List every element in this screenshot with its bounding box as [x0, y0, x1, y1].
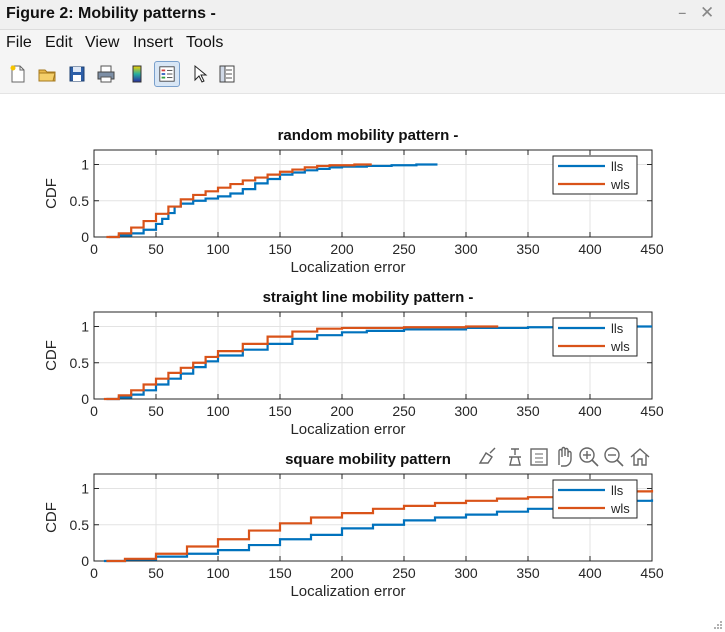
menu-file[interactable]: File — [6, 34, 32, 51]
x-tick-label: 250 — [392, 403, 416, 419]
y-tick-label: 0.5 — [70, 355, 90, 371]
x-tick-label: 450 — [640, 403, 664, 419]
zoom-out-icon[interactable] — [602, 445, 626, 469]
figure-toolbar — [0, 55, 725, 94]
minimize-button[interactable]: – — [678, 3, 687, 23]
menu-bar: File Edit View Insert Tools — [0, 30, 725, 55]
series-line-wls — [103, 325, 499, 401]
x-tick-label: 100 — [206, 241, 230, 257]
x-tick-label: 300 — [454, 565, 478, 581]
x-tick-label: 400 — [578, 403, 602, 419]
x-axis-label: Localization error — [290, 583, 405, 600]
x-tick-label: 350 — [516, 403, 540, 419]
legend-box — [552, 155, 638, 195]
x-tick-label: 200 — [330, 241, 354, 257]
series-line-wls — [106, 163, 372, 239]
x-tick-label: 400 — [578, 241, 602, 257]
legend-box — [552, 479, 638, 519]
x-axis-label: Localization error — [290, 259, 405, 276]
y-tick-label: 1 — [81, 319, 89, 335]
y-tick-label: 0.5 — [70, 517, 90, 533]
x-tick-label: 150 — [268, 403, 292, 419]
resize-grip-icon[interactable] — [713, 620, 723, 630]
x-tick-label: 50 — [148, 241, 164, 257]
axes-toolbar — [476, 445, 654, 471]
axes-box — [93, 311, 653, 400]
menu-edit[interactable]: Edit — [45, 34, 73, 51]
close-button[interactable]: ✕ — [700, 3, 715, 23]
x-tick-label: 250 — [392, 565, 416, 581]
x-tick-label: 100 — [206, 403, 230, 419]
y-tick-label: 0 — [81, 229, 89, 245]
open-file-icon[interactable] — [34, 61, 60, 87]
y-tick-label: 0 — [81, 553, 89, 569]
x-tick-label: 250 — [392, 241, 416, 257]
plot-3: 0 50 100 150 200 250 300 350 400 450 0 0.5 1 square m… — [43, 451, 664, 600]
x-tick-label: 50 — [148, 403, 164, 419]
x-tick-label: 450 — [640, 241, 664, 257]
menu-insert[interactable]: Insert — [133, 34, 174, 51]
save-icon[interactable] — [64, 61, 90, 87]
property-inspector-icon[interactable] — [214, 61, 240, 87]
x-tick-label: 0 — [90, 403, 98, 419]
plot-title: random mobility pattern - — [278, 127, 459, 144]
pointer-icon[interactable] — [186, 61, 212, 87]
x-tick-label: 200 — [330, 403, 354, 419]
x-tick-label: 0 — [90, 241, 98, 257]
x-tick-label: 150 — [268, 241, 292, 257]
plot-title: straight line mobility pattern - — [263, 289, 474, 306]
legend-icon[interactable] — [154, 61, 180, 87]
x-tick-label: 450 — [640, 565, 664, 581]
x-tick-label: 50 — [148, 565, 164, 581]
plot-2: 0 50 100 150 200 250 300 350 400 450 0 0.5 1 straight… — [43, 289, 664, 438]
x-axis-label: Localization error — [290, 421, 405, 438]
x-tick-label: 200 — [330, 565, 354, 581]
y-axis-label: CDF — [43, 340, 60, 371]
pan-hand-icon[interactable] — [552, 445, 576, 469]
legend-label-lls: lls — [611, 159, 624, 174]
zoom-in-icon[interactable] — [577, 445, 601, 469]
legend-label-wls: wls — [610, 177, 630, 192]
legend-label-lls: lls — [611, 483, 624, 498]
plot-1: 0 50 100 150 200 250 300 350 400 450 0 0.5 1 random m… — [43, 127, 664, 276]
legend-box — [552, 317, 638, 357]
x-tick-label: 300 — [454, 403, 478, 419]
window-title-bar: Figure 2: Mobility patterns - – ✕ — [0, 0, 725, 30]
menu-view[interactable]: View — [85, 34, 120, 51]
y-tick-label: 1 — [81, 481, 89, 497]
x-tick-label: 400 — [578, 565, 602, 581]
series-line-lls — [106, 325, 652, 401]
brush-icon[interactable] — [476, 445, 500, 469]
series-line-lls — [108, 163, 438, 239]
axes-box — [93, 473, 653, 562]
legend-label-wls: wls — [610, 501, 630, 516]
x-tick-label: 0 — [90, 565, 98, 581]
new-figure-icon[interactable] — [5, 61, 31, 87]
y-axis-label: CDF — [43, 178, 60, 209]
x-tick-label: 350 — [516, 241, 540, 257]
home-icon[interactable] — [628, 445, 652, 469]
legend-label-wls: wls — [610, 339, 630, 354]
menu-tools[interactable]: Tools — [186, 34, 224, 51]
x-tick-label: 100 — [206, 565, 230, 581]
print-icon[interactable] — [93, 61, 119, 87]
x-tick-label: 350 — [516, 565, 540, 581]
y-axis-label: CDF — [43, 502, 60, 533]
window-title: Figure 2: Mobility patterns - — [6, 5, 216, 22]
colorbar-icon[interactable] — [124, 61, 150, 87]
legend-label-lls: lls — [611, 321, 624, 336]
axes-box — [93, 149, 653, 238]
export-icon[interactable] — [527, 445, 551, 469]
y-tick-label: 0 — [81, 391, 89, 407]
data-cursor-icon[interactable] — [503, 445, 527, 469]
x-tick-label: 300 — [454, 241, 478, 257]
y-tick-label: 0.5 — [70, 193, 90, 209]
plot-title: square mobility pattern — [285, 451, 451, 468]
y-tick-label: 1 — [81, 157, 89, 173]
x-tick-label: 150 — [268, 565, 292, 581]
